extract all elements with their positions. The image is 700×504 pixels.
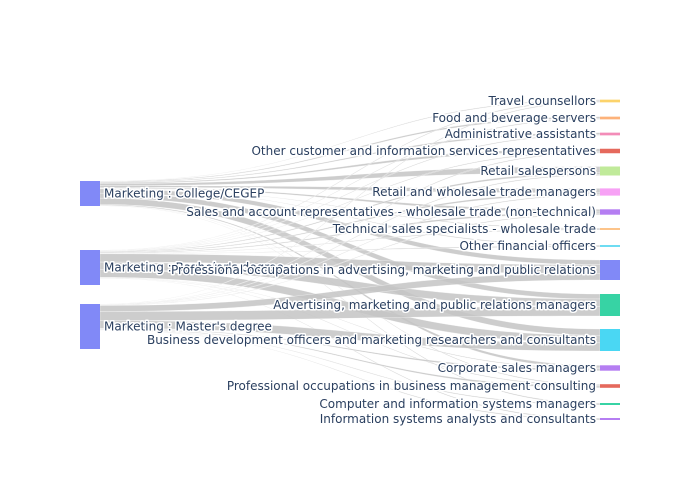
sankey-node-label-t13: Professional occupations in business man… <box>227 379 596 393</box>
sankey-link-master-t12 <box>99 328 601 371</box>
sankey-node-t7[interactable] <box>600 228 620 230</box>
sankey-node-t5[interactable] <box>600 188 620 196</box>
sankey-node-label-master: Marketing : Master's degree <box>104 320 272 334</box>
sankey-node-label-college: Marketing : College/CEGEP <box>104 187 264 201</box>
sankey-link-bachelor-t2 <box>99 134 601 252</box>
sankey-node-label-t1: Food and beverage servers <box>432 111 596 125</box>
sankey-node-t13[interactable] <box>600 384 620 388</box>
sankey-node-label-t11: Business development officers and market… <box>147 333 596 347</box>
sankey-node-college[interactable] <box>80 181 100 206</box>
sankey-node-t14[interactable] <box>600 403 620 405</box>
sankey-node-master[interactable] <box>80 304 100 349</box>
sankey-node-label-t12: Corporate sales managers <box>438 361 596 375</box>
sankey-node-bachelor[interactable] <box>80 250 100 285</box>
sankey-node-t12[interactable] <box>600 365 620 371</box>
sankey-node-label-t0: Travel counsellors <box>488 94 596 108</box>
labels-layer: Marketing : College/CEGEP Marketing : Bac… <box>103 93 598 428</box>
sankey-node-label-t5: Retail and wholesale trade managers <box>372 185 596 199</box>
sankey-node-t2[interactable] <box>600 132 620 136</box>
sankey-node-t4[interactable] <box>600 166 620 176</box>
nodes-layer <box>80 99 620 420</box>
sankey-node-label-t8: Other financial officers <box>459 239 596 253</box>
sankey-node-label-t14: Computer and information systems manager… <box>319 397 596 411</box>
sankey-node-t9[interactable] <box>600 260 620 280</box>
sankey-node-t8[interactable] <box>600 245 620 247</box>
sankey-node-t11[interactable] <box>600 329 620 351</box>
sankey-node-label-bachelor: Marketing : Bachelor's degree <box>104 261 284 275</box>
sankey-node-label-t2: Administrative assistants <box>445 127 596 141</box>
sankey-node-t15[interactable] <box>600 418 620 420</box>
sankey-node-label-t7: Technical sales specialists - wholesale … <box>332 222 596 236</box>
sankey-node-t6[interactable] <box>600 209 620 215</box>
sankey-node-label-t3: Other customer and information services … <box>251 144 596 158</box>
sankey-node-t0[interactable] <box>600 99 620 103</box>
sankey-node-t3[interactable] <box>600 148 620 154</box>
sankey-node-label-t10: Advertising, marketing and public relati… <box>273 298 596 312</box>
sankey-node-label-t9: Professional occupations in advertising,… <box>171 263 596 277</box>
sankey-link-master-t5 <box>99 194 601 306</box>
sankey-node-label-t15: Information systems analysts and consult… <box>320 412 596 426</box>
sankey-node-label-t4: Retail salespersons <box>480 164 596 178</box>
sankey-node-label-t6: Sales and account representatives - whol… <box>186 205 596 219</box>
sankey-node-t1[interactable] <box>600 116 620 120</box>
sankey-node-t10[interactable] <box>600 294 620 316</box>
links-layer <box>99 99 601 421</box>
